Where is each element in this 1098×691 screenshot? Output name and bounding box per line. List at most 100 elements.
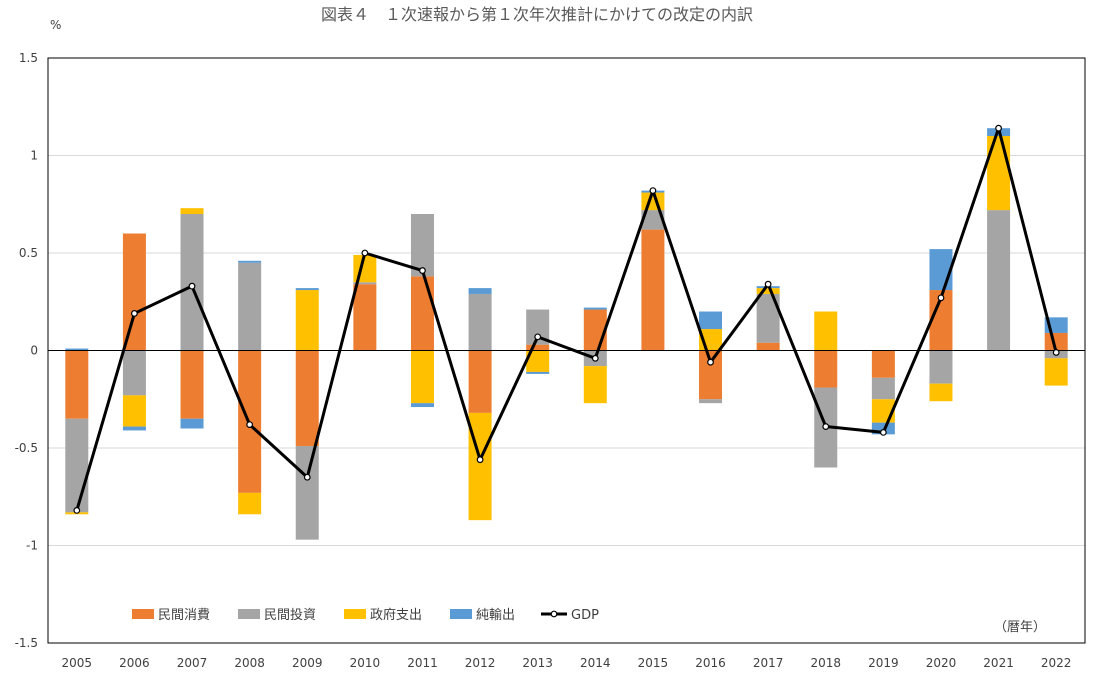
- gdp-point: [534, 333, 542, 341]
- bar-segment: [180, 214, 204, 351]
- legend-label: 政府支出: [370, 608, 422, 623]
- bar-segment: [353, 284, 377, 351]
- bar-segment: [410, 403, 434, 408]
- gdp-point: [649, 187, 657, 195]
- y-tick-label: -1: [26, 539, 38, 553]
- bar-segment: [929, 383, 953, 402]
- x-tick-label: 2015: [638, 656, 669, 670]
- bar-segment: [65, 348, 89, 351]
- bar-segment: [295, 288, 319, 291]
- legend-swatch: [450, 609, 472, 619]
- bar-segment: [468, 288, 492, 294]
- bar-segment: [353, 254, 377, 283]
- bar-segment: [871, 350, 895, 378]
- bar-segment: [871, 422, 895, 435]
- gdp-line: [73, 124, 1060, 514]
- x-tick-label: 2005: [62, 656, 93, 670]
- gdp-point: [361, 249, 369, 257]
- y-axis-unit: %: [50, 18, 61, 32]
- y-tick-label: 1: [30, 149, 38, 163]
- x-tick-label: 2018: [810, 656, 841, 670]
- bar-segment: [468, 350, 492, 413]
- gdp-point: [246, 421, 254, 429]
- x-tick-label: 2016: [695, 656, 726, 670]
- y-tick-label: 1.5: [19, 51, 38, 65]
- bar-segment: [1044, 332, 1068, 351]
- x-axis-unit: （暦年）: [994, 620, 1046, 635]
- x-tick-label: 2007: [177, 656, 208, 670]
- bar-segment: [410, 214, 434, 277]
- chart-title: 図表４ １次速報から第１次年次推計にかけての改定の内訳: [321, 5, 753, 24]
- gdp-point: [73, 507, 81, 514]
- legend: 民間消費 民間投資 政府支出 純輸出 GDP: [132, 607, 599, 623]
- bar-segment: [699, 399, 723, 404]
- x-tick-label: 2012: [465, 656, 496, 670]
- bar-segment: [122, 233, 146, 351]
- x-tick-label: 2013: [522, 656, 553, 670]
- bar-segment: [65, 350, 89, 419]
- bar-segment: [122, 350, 146, 396]
- plot-border: [47, 57, 1086, 644]
- bars: [65, 128, 1068, 540]
- bar-segment: [122, 395, 146, 427]
- bar-segment: [814, 350, 838, 388]
- y-tick-label: 0.5: [19, 246, 38, 260]
- bar-segment: [756, 293, 780, 343]
- bar-segment: [238, 262, 262, 351]
- bar-segment: [583, 366, 607, 404]
- bar-segment: [583, 307, 607, 310]
- gdp-point: [419, 267, 426, 274]
- bar-segment: [410, 276, 434, 351]
- gdp-point: [476, 456, 484, 464]
- y-tick-label: -1.5: [15, 636, 38, 650]
- x-tick-label: 2010: [350, 656, 381, 670]
- bar-segment: [238, 492, 262, 515]
- legend-label: GDP: [571, 608, 599, 623]
- x-tick-label: 2019: [868, 656, 899, 670]
- bar-segment: [641, 210, 665, 230]
- gdp-point: [591, 354, 599, 362]
- bar-segment: [122, 426, 146, 431]
- bar-segment: [180, 418, 204, 429]
- bar-segment: [410, 350, 434, 404]
- x-tick-label: 2011: [407, 656, 438, 670]
- bar-segment: [583, 309, 607, 351]
- x-tick-label: 2008: [234, 656, 265, 670]
- bar-segment: [526, 344, 550, 351]
- x-tick-labels: 2005 2006 2007 2008 2009 2010 2011 2012 2013 2014…: [62, 656, 1072, 670]
- y-tick-label: 0: [30, 344, 38, 358]
- legend-swatch: [132, 609, 154, 619]
- bar-segment: [641, 229, 665, 351]
- bar-segment: [987, 210, 1011, 351]
- bar-segment: [295, 290, 319, 351]
- gdp-point: [995, 124, 1002, 132]
- bar-segment: [180, 350, 204, 419]
- bar-segment: [699, 350, 723, 400]
- x-tick-label: 2009: [292, 656, 323, 670]
- gdp-point: [131, 310, 138, 317]
- bar-segment: [65, 418, 89, 513]
- legend-marker: [550, 610, 558, 618]
- bar-segment: [814, 311, 838, 351]
- gdp-point: [822, 423, 830, 430]
- bar-segment: [871, 377, 895, 400]
- y-tick-label: -0.5: [15, 441, 38, 455]
- x-tick-label: 2022: [1041, 656, 1072, 670]
- bar-segment: [526, 371, 550, 374]
- bar-segment: [929, 350, 953, 384]
- gdp-point: [188, 282, 196, 290]
- bar-segment: [526, 309, 550, 345]
- bar-segment: [929, 290, 953, 351]
- y-tick-labels: 1.5 1 0.5 0 -0.5 -1 -1.5: [15, 51, 38, 650]
- bar-segment: [699, 311, 723, 330]
- gdp-point: [937, 294, 945, 302]
- gdp-point: [303, 473, 311, 481]
- x-tick-label: 2014: [580, 656, 611, 670]
- legend-label: 民間消費: [158, 608, 210, 623]
- x-tick-label: 2020: [926, 656, 957, 670]
- bar-segment: [295, 350, 319, 447]
- gdp-point: [1052, 349, 1060, 356]
- gdp-point: [707, 358, 714, 366]
- bar-segment: [238, 260, 262, 263]
